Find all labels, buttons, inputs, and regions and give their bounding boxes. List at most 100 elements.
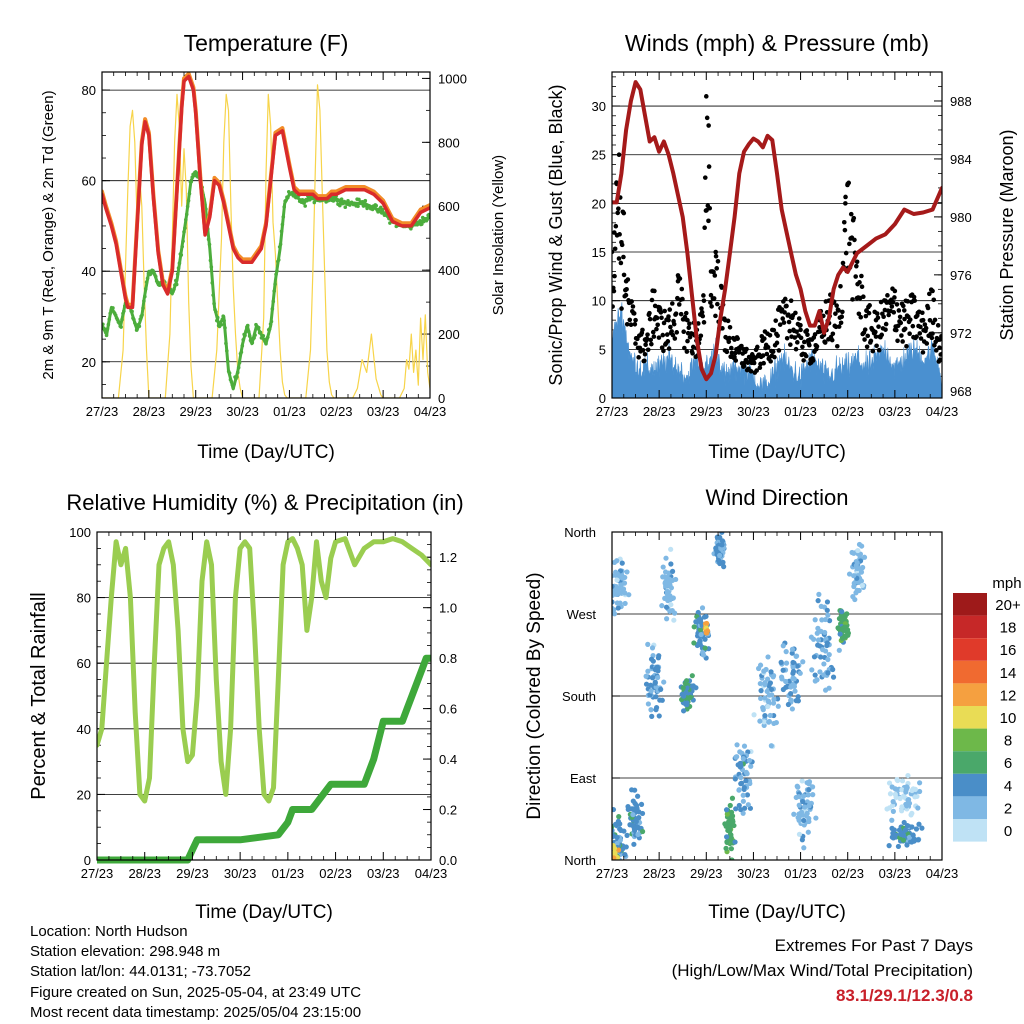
direction-point: [791, 683, 797, 690]
gust-point: [648, 337, 654, 343]
chart-title: Relative Humidity (%) & Precipitation (i…: [66, 490, 463, 515]
gust-point: [640, 327, 645, 333]
y2-tick-label: 0.4: [439, 752, 457, 767]
direction-point: [806, 803, 812, 809]
direction-point: [666, 576, 672, 582]
gust-point: [840, 309, 845, 315]
direction-point: [908, 839, 914, 845]
dewpoint-point: [239, 350, 244, 354]
gust-point: [798, 335, 804, 341]
direction-point: [714, 549, 720, 555]
direction-point: [901, 819, 907, 826]
plot-frame: [101, 71, 431, 399]
y-tick-label: 20: [77, 787, 91, 802]
direction-point: [790, 668, 797, 675]
direction-point: [894, 777, 900, 783]
dewpoint-point: [275, 269, 279, 273]
dewpoint-point: [221, 314, 225, 318]
direction-point: [824, 607, 830, 613]
direction-point: [761, 668, 767, 674]
direction-point: [719, 542, 725, 548]
gust-point: [661, 320, 667, 326]
direction-point: [697, 627, 704, 633]
dewpoint-point: [137, 324, 142, 329]
gust-point: [898, 320, 904, 326]
dewpoint-point: [266, 335, 270, 339]
direction-point: [886, 780, 893, 786]
gust-point: [699, 309, 705, 315]
gust-point: [629, 299, 634, 304]
gust-peak-point: [901, 308, 907, 313]
gust-point: [651, 334, 657, 339]
temperature-panel: Temperature (F)2040608002004006008001000…: [40, 30, 507, 463]
direction-point: [790, 664, 796, 670]
x-tick-label: 01/23: [273, 404, 306, 419]
gust-point: [617, 232, 622, 237]
x-tick-label: 02/23: [320, 404, 353, 419]
x-tick-label: 01/23: [784, 404, 817, 419]
dewpoint-point: [183, 226, 187, 230]
gust-point: [904, 343, 909, 349]
direction-point: [614, 840, 620, 847]
gust-point: [615, 210, 621, 216]
gust-point: [843, 250, 849, 256]
direction-point: [672, 610, 678, 616]
gust-point: [619, 306, 624, 311]
dewpoint-point: [176, 266, 181, 270]
relative-humidity-line: [97, 536, 431, 804]
dewpoint-point: [122, 309, 126, 313]
direction-point: [783, 649, 789, 655]
direction-point: [839, 635, 846, 641]
direction-point: [734, 742, 740, 748]
y2-tick-label: 1000: [438, 71, 467, 86]
gust-point: [774, 340, 780, 346]
direction-point: [783, 678, 789, 685]
direction-point: [687, 694, 693, 700]
direction-point: [824, 640, 830, 646]
direction-point: [897, 795, 903, 802]
direction-point: [612, 855, 617, 860]
direction-point: [620, 586, 627, 592]
y-tick-label: 15: [592, 245, 606, 260]
gust-point: [713, 253, 719, 259]
gust-point: [858, 314, 864, 320]
dewpoint-point: [338, 203, 342, 208]
direction-point: [810, 792, 816, 798]
gust-point: [881, 314, 886, 320]
direction-point: [900, 837, 907, 843]
gust-point: [796, 316, 802, 321]
direction-point: [643, 673, 649, 679]
dewpoint-point: [232, 382, 236, 387]
direction-point: [791, 676, 797, 682]
y-tick-label: 60: [77, 656, 91, 671]
direction-point: [630, 812, 636, 818]
direction-point: [898, 831, 904, 837]
dewpoint-point: [374, 203, 379, 208]
direction-point: [797, 670, 803, 676]
direction-point: [765, 703, 771, 710]
direction-point: [746, 757, 753, 764]
gust-point: [902, 316, 907, 322]
x-tick-label: 30/23: [737, 866, 770, 881]
direction-point: [796, 831, 803, 837]
gust-peak-point: [807, 337, 813, 342]
direction-point: [856, 579, 862, 586]
direction-point: [621, 828, 627, 834]
gust-peak-point: [652, 288, 657, 294]
dewpoint-point: [224, 341, 228, 346]
direction-point: [758, 688, 764, 694]
gust-peak-point: [703, 94, 709, 99]
wind-direction-panel: Wind DirectionNorthEastSouthWestNorth27/…: [524, 485, 1022, 923]
gust-point: [900, 339, 905, 344]
gust-point: [810, 358, 816, 363]
gust-point: [838, 283, 843, 289]
gust-peak-point: [751, 356, 756, 362]
gust-point: [911, 294, 917, 300]
direction-point: [815, 642, 821, 648]
gust-point: [917, 331, 923, 336]
direction-point: [792, 688, 798, 694]
dewpoint-point: [302, 200, 307, 205]
direction-point: [780, 643, 786, 649]
gust-point: [715, 301, 720, 307]
wind-speed-area: [612, 302, 942, 398]
